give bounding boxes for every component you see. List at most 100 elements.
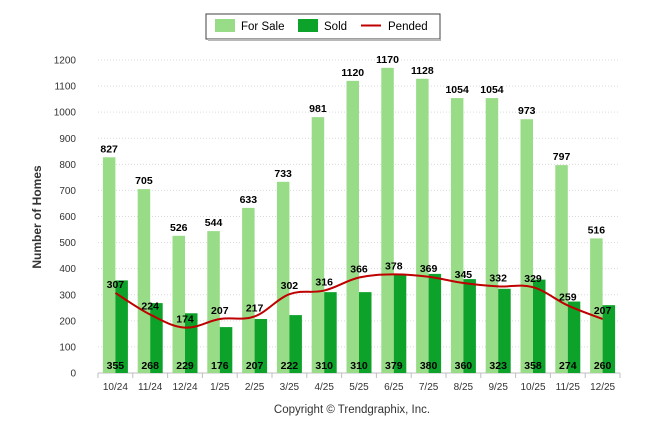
label-pended: 207 (594, 305, 612, 317)
label-pended: 207 (211, 305, 229, 317)
y-tick-label: 500 (59, 238, 76, 249)
label-sold: 310 (350, 360, 368, 372)
bar-for-sale (416, 78, 429, 373)
x-tick-label: 8/25 (454, 382, 474, 393)
legend-label-for-sale: For Sale (241, 21, 284, 33)
x-tick-label: 7/25 (419, 382, 439, 393)
legend: For Sale Sold Pended (205, 13, 441, 41)
label-sold: 323 (489, 360, 507, 372)
bar-sold (324, 292, 337, 373)
label-sold: 260 (594, 360, 612, 372)
label-for-sale: 544 (205, 217, 223, 229)
bar-sold (567, 301, 581, 373)
label-pended: 329 (524, 273, 542, 285)
label-for-sale: 1054 (445, 84, 469, 96)
x-tick-label: 11/25 (556, 382, 581, 393)
bar-sold (428, 273, 442, 373)
label-pended: 369 (420, 263, 438, 275)
bar-for-sale (520, 119, 533, 373)
x-tick-label: 5/25 (349, 382, 369, 393)
label-pended: 345 (455, 269, 473, 281)
label-for-sale: 981 (309, 103, 327, 115)
label-sold: 229 (176, 360, 194, 372)
bar-sold (533, 279, 546, 373)
x-tick-label: 6/25 (384, 382, 404, 393)
label-pended: 259 (559, 291, 577, 303)
y-tick-label: 100 (59, 342, 76, 353)
label-sold: 222 (281, 360, 299, 372)
bar-for-sale (172, 235, 185, 373)
label-for-sale: 827 (100, 143, 118, 155)
label-for-sale: 1054 (480, 84, 504, 96)
y-axis-title: Number of Homes (30, 165, 44, 269)
label-pended: 307 (107, 279, 125, 291)
label-sold: 207 (246, 360, 264, 372)
label-sold: 380 (420, 360, 438, 372)
bar-for-sale (485, 98, 499, 373)
label-sold: 274 (559, 360, 577, 372)
label-pended: 332 (489, 272, 507, 284)
pended-line (114, 273, 603, 329)
label-sold: 358 (524, 360, 542, 372)
label-sold: 360 (455, 360, 473, 372)
label-sold: 268 (141, 360, 159, 372)
legend-label-pended: Pended (388, 21, 428, 33)
x-tick-label: 4/25 (314, 382, 334, 393)
bar-sold (289, 315, 302, 373)
y-tick-label: 1000 (54, 108, 77, 119)
label-pended: 366 (350, 264, 368, 276)
legend-swatch-for-sale (215, 19, 235, 32)
bar-for-sale (242, 207, 255, 373)
pended-line-path (114, 273, 603, 329)
label-for-sale: 797 (553, 151, 571, 163)
label-for-sale: 633 (240, 194, 258, 206)
label-for-sale: 973 (518, 105, 536, 117)
label-for-sale: 705 (135, 175, 153, 187)
label-pended: 316 (315, 277, 333, 289)
label-pended: 302 (281, 280, 299, 292)
x-tick-label: 12/24 (172, 382, 197, 393)
label-for-sale: 1120 (341, 67, 364, 79)
bars (102, 67, 616, 373)
label-pended: 217 (246, 302, 264, 314)
y-tick-label: 300 (59, 290, 76, 301)
legend-label-sold: Sold (324, 21, 347, 33)
label-sold: 355 (107, 360, 125, 372)
legend-swatch-sold (298, 19, 318, 32)
x-tick-label: 2/25 (245, 382, 265, 393)
bar-for-sale (137, 189, 151, 373)
bar-sold (602, 305, 616, 373)
x-tick-label: 9/25 (488, 382, 508, 393)
bar-for-sale (311, 117, 325, 373)
bar-sold (150, 303, 163, 373)
y-tick-label: 600 (59, 212, 76, 223)
label-for-sale: 516 (588, 224, 606, 236)
y-tick-label: 400 (59, 264, 76, 275)
copyright-footer: Copyright © Trendgraphix, Inc. (274, 404, 430, 416)
label-sold: 310 (315, 360, 333, 372)
bar-sold (393, 274, 407, 373)
bar-for-sale (207, 231, 220, 373)
y-tick-label: 1100 (54, 82, 76, 93)
bar-for-sale (102, 157, 116, 373)
bar-for-sale (555, 165, 568, 373)
y-tick-label: 1200 (54, 56, 77, 67)
label-for-sale: 1170 (376, 54, 399, 66)
label-sold: 379 (385, 360, 403, 372)
x-tick-label: 11/24 (138, 382, 163, 393)
bar-sold (115, 280, 128, 373)
x-tick-label: 10/24 (103, 382, 128, 393)
y-tick-label: 0 (70, 369, 76, 380)
label-sold: 176 (211, 360, 229, 372)
label-for-sale: 733 (274, 168, 292, 180)
bar-sold (254, 319, 268, 373)
bar-for-sale (590, 238, 603, 373)
y-tick-label: 900 (59, 134, 76, 145)
y-tick-label: 200 (59, 316, 76, 327)
legend-frame-shadow (208, 39, 441, 41)
x-tick-label: 1/25 (210, 382, 230, 393)
y-tick-label: 800 (59, 160, 76, 171)
legend-frame (205, 13, 441, 40)
